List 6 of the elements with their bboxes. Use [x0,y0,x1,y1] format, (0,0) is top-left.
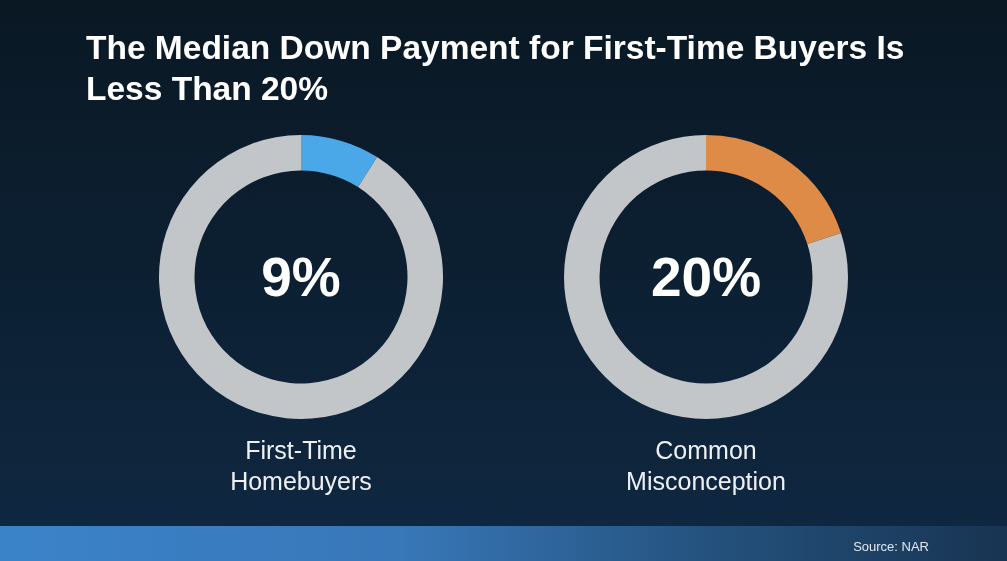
text: 20% [649,245,763,309]
text: First-Time Homebuyers [229,435,373,497]
text: 9% [260,245,342,309]
text: Common Misconception [625,435,787,497]
chart-title: The Median Down Payment for First-Time Buyers Is Less Than 20% [86,28,906,109]
source-note: Source: NAR [852,539,930,555]
